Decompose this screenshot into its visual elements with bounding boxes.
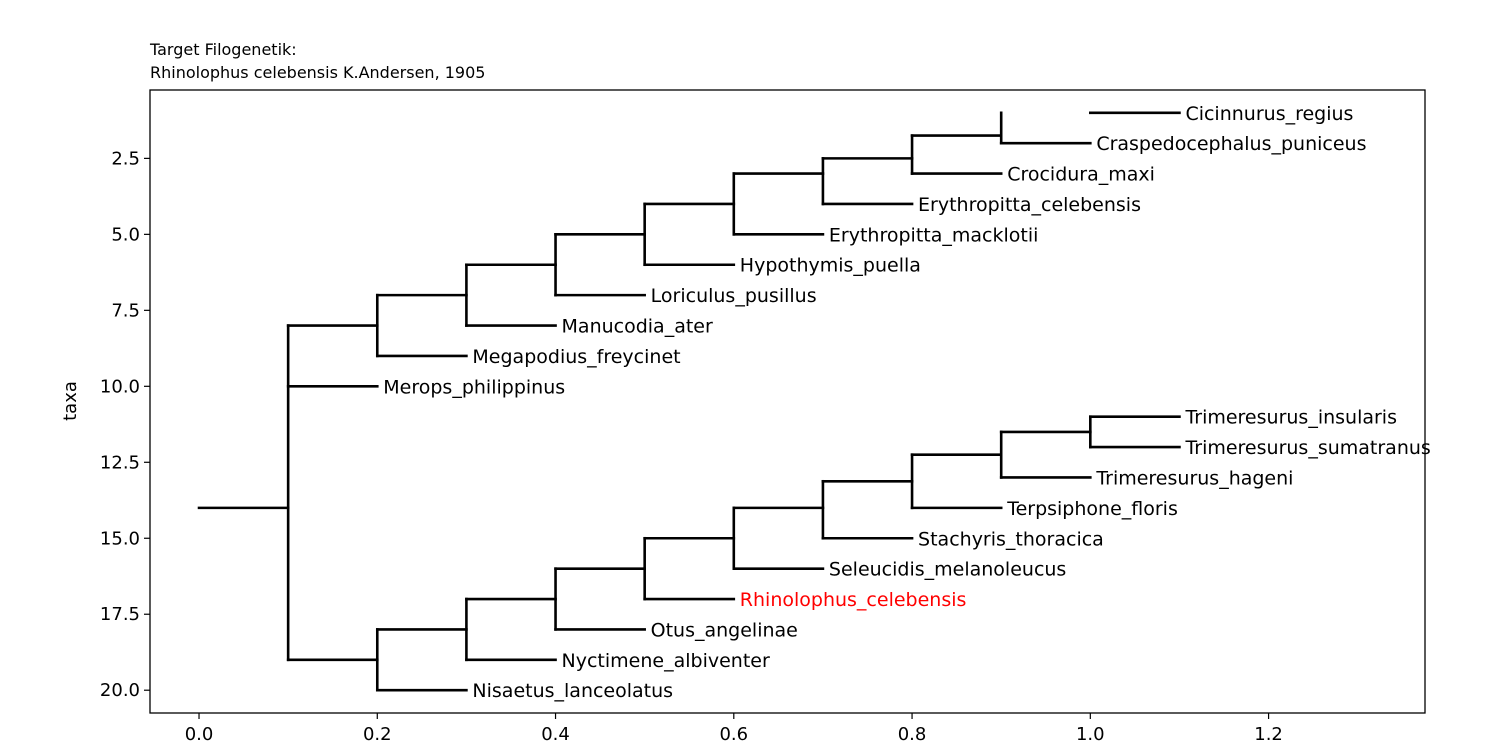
leaf-label-target: Rhinolophus_celebensis xyxy=(740,589,967,611)
y-tick-label: 15.0 xyxy=(100,528,140,549)
leaf-label: Manucodia_ater xyxy=(562,316,713,338)
y-tick-label: 5.0 xyxy=(111,224,140,245)
y-axis: 2.5 5.0 7.5 10.0 12.5 15.0 17.5 20.0 xyxy=(100,148,150,701)
leaf-labels: Cicinnurus_regius Craspedocephalus_punice… xyxy=(383,103,1431,702)
leaf-label: Loriculus_pusillus xyxy=(651,285,817,307)
leaf-label: Trimeresurus_hageni xyxy=(1095,467,1293,489)
y-tick-label: 17.5 xyxy=(100,604,140,625)
y-tick-label: 20.0 xyxy=(100,680,140,701)
leaf-label: Nisaetus_lanceolatus xyxy=(472,680,673,702)
leaf-label: Merops_philippinus xyxy=(383,376,565,398)
x-tick-label: 0.6 xyxy=(719,724,748,745)
plot-frame xyxy=(149,89,1426,714)
leaf-label: Crocidura_maxi xyxy=(1007,164,1155,186)
leaf-label: Hypothymis_puella xyxy=(740,255,921,277)
y-tick-label: 2.5 xyxy=(111,148,140,169)
y-tick-label: 12.5 xyxy=(100,452,140,473)
chart-title-line-2: Rhinolophus celebensis K.Andersen, 1905 xyxy=(150,63,485,82)
tree-branches xyxy=(197,111,1181,692)
y-axis-label: taxa xyxy=(60,381,81,421)
leaf-label: Erythropitta_celebensis xyxy=(918,194,1141,216)
leaf-label: Craspedocephalus_puniceus xyxy=(1096,133,1366,155)
x-tick-label: 0.4 xyxy=(541,724,570,745)
x-tick-label: 0.2 xyxy=(363,724,392,745)
x-tick-label: 0.8 xyxy=(898,724,927,745)
x-tick-label: 1.0 xyxy=(1076,724,1105,745)
leaf-label: Erythropitta_macklotii xyxy=(829,224,1038,246)
leaf-label: Nyctimene_albiventer xyxy=(562,650,770,672)
leaf-label: Stachyris_thoracica xyxy=(918,528,1104,550)
x-axis: 0.0 0.2 0.4 0.6 0.8 1.0 1.2 xyxy=(185,713,1283,745)
x-tick-label: 1.2 xyxy=(1254,724,1283,745)
chart-title-line-1: Target Filogenetik: xyxy=(149,40,297,59)
leaf-label: Cicinnurus_regius xyxy=(1185,103,1353,125)
leaf-label: Terpsiphone_floris xyxy=(1006,498,1178,520)
leaf-label: Megapodius_freycinet xyxy=(472,346,680,368)
leaf-label: Trimeresurus_insularis xyxy=(1184,407,1397,429)
leaf-label: Seleucidis_melanoleucus xyxy=(829,559,1066,581)
leaf-label: Otus_angelinae xyxy=(651,619,798,641)
chart-title: Target Filogenetik: Rhinolophus celebens… xyxy=(149,40,485,82)
y-tick-label: 7.5 xyxy=(111,300,140,321)
y-tick-label: 10.0 xyxy=(100,376,140,397)
x-tick-label: 0.0 xyxy=(185,724,214,745)
leaf-label: Trimeresurus_sumatranus xyxy=(1184,437,1430,459)
